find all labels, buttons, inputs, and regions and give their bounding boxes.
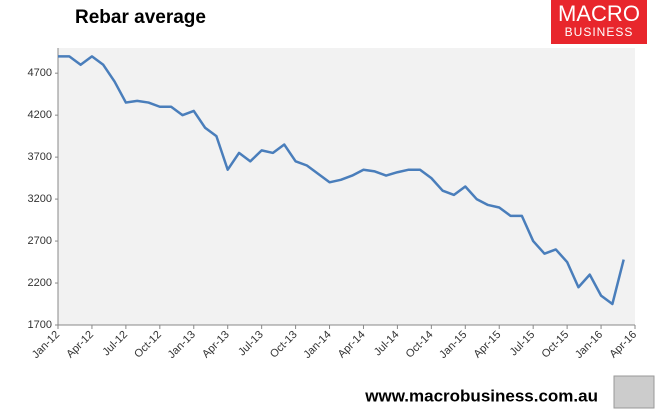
x-tick-label: Oct-13 — [268, 329, 300, 361]
x-tick-label: Apr-14 — [336, 329, 368, 361]
x-tick-label: Jul-13 — [236, 329, 266, 359]
footer: www.macrobusiness.com.au — [364, 386, 598, 405]
x-tick-label: Jan-12 — [30, 329, 62, 361]
x-tick-label: Oct-12 — [132, 329, 164, 361]
x-tick-label: Jul-12 — [100, 329, 130, 359]
logo-icon — [613, 375, 655, 409]
chart-title: Rebar average — [75, 7, 206, 28]
logo-box — [551, 0, 647, 44]
x-tick-label: Apr-12 — [64, 329, 96, 361]
x-tick-label: Apr-13 — [200, 329, 232, 361]
y-tick-label: 2200 — [28, 277, 52, 289]
x-tick-label: Jan-13 — [166, 329, 198, 361]
x-tick-label: Jan-16 — [573, 329, 605, 361]
logo-top: MACRO — [558, 1, 640, 26]
line-series — [58, 55, 625, 306]
x-tick-label: Oct-14 — [404, 329, 436, 361]
x-tick-label: Jan-15 — [437, 329, 469, 361]
logo-bottom: BUSINESS — [565, 25, 634, 39]
x-tick-label: Jul-15 — [508, 329, 538, 359]
x-tick-label: Jul-14 — [372, 329, 402, 359]
y-tick-label: 1700 — [28, 319, 52, 331]
y-tick-label: 4200 — [28, 109, 52, 121]
x-tick-label: Jan-14 — [301, 329, 333, 361]
y-tick-label: 4700 — [28, 67, 52, 79]
y-tick-label: 3200 — [28, 193, 52, 205]
plot-area — [58, 48, 635, 325]
y-tick-label: 3700 — [28, 151, 52, 163]
x-tick-label: Apr-15 — [472, 329, 504, 361]
x-tick-label: Oct-15 — [539, 329, 571, 361]
y-tick-label: 2700 — [28, 235, 52, 247]
x-tick-label: Apr-16 — [607, 329, 639, 361]
